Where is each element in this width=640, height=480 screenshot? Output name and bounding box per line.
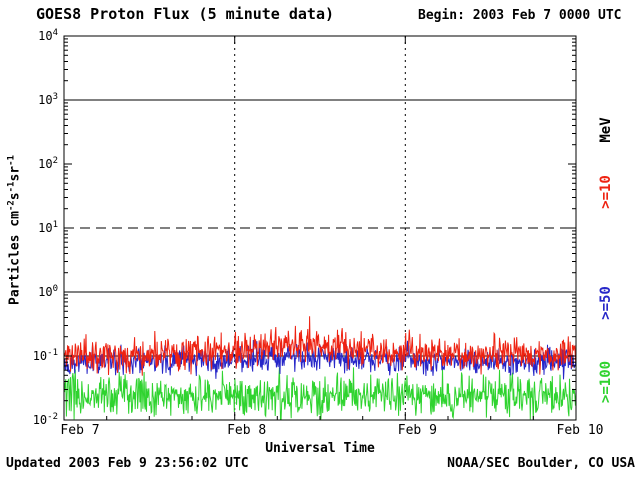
y-tick-10e2: 102	[38, 156, 58, 171]
x-axis-label: Universal Time	[265, 441, 375, 456]
y-axis-label-part: -1	[6, 181, 17, 193]
chart-title: GOES8 Proton Flux (5 minute data)	[36, 5, 335, 23]
x-tick-feb-7: Feb 7	[60, 423, 100, 438]
updated-timestamp: Updated 2003 Feb 9 23:56:02 UTC	[6, 456, 249, 471]
x-tick-feb-10: Feb 10	[556, 423, 604, 438]
y-tick-10e4: 104	[38, 28, 58, 43]
y-tick-10e0: 100	[38, 284, 58, 299]
series-ge100	[63, 366, 577, 420]
legend-label-ge100: >=100	[598, 360, 614, 404]
y-axis-label-part: -2	[6, 200, 17, 212]
legend-unit-mev: MeV	[598, 117, 614, 143]
begin-timestamp: Begin: 2003 Feb 7 0000 UTC	[418, 8, 622, 23]
x-tick-feb-8: Feb 8	[227, 423, 267, 438]
source-credit: NOAA/SEC Boulder, CO USA	[447, 456, 635, 471]
legend-label-ge10: >=10	[598, 175, 614, 209]
series-ge10	[63, 316, 577, 376]
y-tick-10e1: 101	[38, 220, 58, 235]
x-tick-feb-9: Feb 9	[397, 423, 437, 438]
y-tick-10e-2: 10-2	[32, 412, 58, 427]
y-tick-10e-1: 10-1	[32, 348, 58, 363]
y-tick-10e3: 103	[38, 92, 58, 107]
legend-label-ge50: >=50	[598, 286, 614, 320]
